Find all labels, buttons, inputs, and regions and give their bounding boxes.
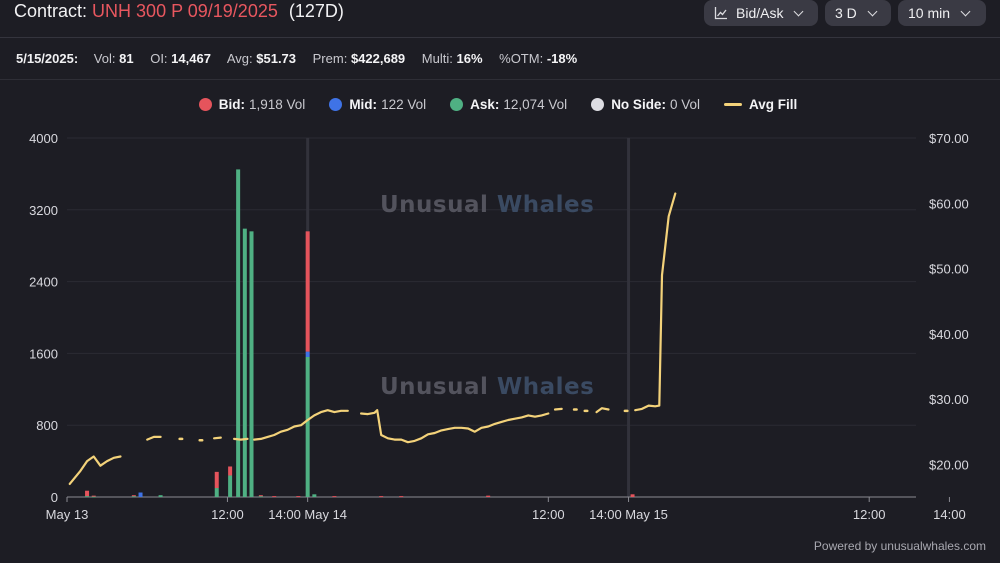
footer-credit: Powered by unusualwhales.com <box>813 539 986 553</box>
stat-oi: OI: 14,467 <box>150 51 211 66</box>
y-left-tick-label: 1600 <box>29 346 58 361</box>
avg-fill-line <box>595 407 610 414</box>
bar-bid <box>486 495 491 497</box>
bar-mid <box>138 492 143 497</box>
y-right-tick-label: $50.00 <box>929 262 969 277</box>
legend-swatch-bid <box>198 98 212 111</box>
avg-fill-line <box>360 409 550 444</box>
y-right-tick-label: $20.00 <box>929 457 969 472</box>
divider <box>0 79 1000 80</box>
bar-ask <box>85 496 90 498</box>
bar-ask <box>258 496 263 498</box>
y-left-tick-label: 800 <box>36 418 58 433</box>
legend-item-avg-fill[interactable]: Avg Fill <box>723 97 801 112</box>
bar-bid <box>399 496 404 498</box>
bar-ask <box>305 356 310 497</box>
x-tick-label: May 13 <box>46 507 89 522</box>
y-right-tick-label: $60.00 <box>929 196 969 211</box>
contract-symbol[interactable]: UNH 300 P 09/19/2025 <box>92 1 278 21</box>
bar-ask <box>249 231 254 497</box>
range-label: 3 D <box>835 5 857 21</box>
bar-ask <box>236 169 241 497</box>
stats-date: 5/15/2025: <box>16 51 79 66</box>
x-tick-label: 14:00 May 14 <box>268 507 347 522</box>
bar-ask <box>312 494 317 497</box>
chart-type-label: Bid/Ask <box>736 5 784 21</box>
legend-item-ask[interactable]: Ask: 12,074 Vol <box>450 97 567 112</box>
bar-mid <box>305 351 310 357</box>
legend-swatch-ask <box>450 98 464 111</box>
watermark: Unusual Whales <box>380 374 594 400</box>
y-right-tick-label: $30.00 <box>929 392 969 407</box>
chart-legend: Bid: 1,918 Vol Mid: 122 Vol Ask: 12,074 Vol… <box>0 97 1000 112</box>
chart-icon <box>714 7 727 20</box>
y-left-tick-label: 4000 <box>29 131 58 146</box>
bar-bid <box>85 490 90 497</box>
y-left-tick-label: 0 <box>51 490 58 505</box>
avg-fill-line <box>253 409 349 441</box>
bar-ask <box>131 496 136 498</box>
bar-bid <box>91 495 96 497</box>
legend-swatch-no-side <box>591 98 605 111</box>
legend-item-bid[interactable]: Bid: 1,918 Vol <box>198 97 305 112</box>
y-left-tick-label: 2400 <box>29 275 58 290</box>
stat-prem: Prem: $422,689 <box>312 51 406 66</box>
avg-fill-line <box>233 437 249 441</box>
bar-ask <box>228 475 233 497</box>
avg-fill-line <box>634 192 677 412</box>
bar-bid <box>630 494 635 497</box>
y-right-tick-label: $70.00 <box>929 131 969 146</box>
days-to-expiry: (127D) <box>288 1 344 21</box>
x-tick-label: 12:00 <box>211 507 244 522</box>
stats-bar: 5/15/2025: Vol: 81 OI: 14,467 Avg: $51.7… <box>16 51 590 66</box>
range-dropdown[interactable]: 3 D <box>825 0 891 26</box>
watermark: Unusual Whales <box>380 192 594 218</box>
stat-multi: Multi: 16% <box>421 51 483 66</box>
bar-ask <box>214 488 219 497</box>
x-tick-label: 12:00 <box>532 507 565 522</box>
volume-chart: 0 800 1600 2400 3200 4000 $20.00 $30.00 $40.00 $5… <box>29 131 969 522</box>
x-tick-label: 14:00 <box>933 507 966 522</box>
y-right-tick-label: $40.00 <box>929 327 969 342</box>
page-title: Contract: UNH 300 P 09/19/2025 (127D) <box>14 1 344 22</box>
bar-bid <box>228 466 233 476</box>
y-left-tick-label: 3200 <box>29 203 58 218</box>
bar-bid <box>305 231 310 352</box>
legend-item-no-side[interactable]: No Side: 0 Vol <box>591 97 700 112</box>
avg-fill-line <box>68 455 122 485</box>
avg-fill-line <box>146 435 162 441</box>
avg-fill-line <box>213 436 222 440</box>
stat-vol: Vol: 81 <box>93 51 134 66</box>
chart-type-dropdown[interactable]: Bid/Ask <box>704 0 818 26</box>
bar-bid <box>379 496 384 498</box>
stat-otm: %OTM: -18% <box>499 51 578 66</box>
interval-dropdown[interactable]: 10 min <box>898 0 986 26</box>
bar-bid <box>258 495 263 497</box>
bar-bid <box>131 495 136 497</box>
interval-label: 10 min <box>908 5 951 21</box>
legend-swatch-avg-fill <box>723 103 742 106</box>
stat-avg: Avg: $51.73 <box>226 51 297 66</box>
x-tick-label: 12:00 <box>853 507 886 522</box>
bar-ask <box>91 496 96 498</box>
legend-swatch-mid <box>329 98 343 111</box>
bar-bid <box>296 496 301 498</box>
bar-bid <box>332 496 337 498</box>
bar-ask <box>242 228 247 497</box>
bar-ask <box>158 495 163 497</box>
legend-item-mid[interactable]: Mid: 122 Vol <box>329 97 426 112</box>
header: Contract: UNH 300 P 09/19/2025 (127D) Bi… <box>0 0 1000 38</box>
contract-label: Contract: <box>14 1 88 21</box>
x-tick-label: 14:00 May 15 <box>589 507 668 522</box>
bar-bid <box>214 471 219 489</box>
avg-fill-line <box>553 407 563 411</box>
day-marker <box>627 138 631 497</box>
bar-bid <box>272 496 277 498</box>
